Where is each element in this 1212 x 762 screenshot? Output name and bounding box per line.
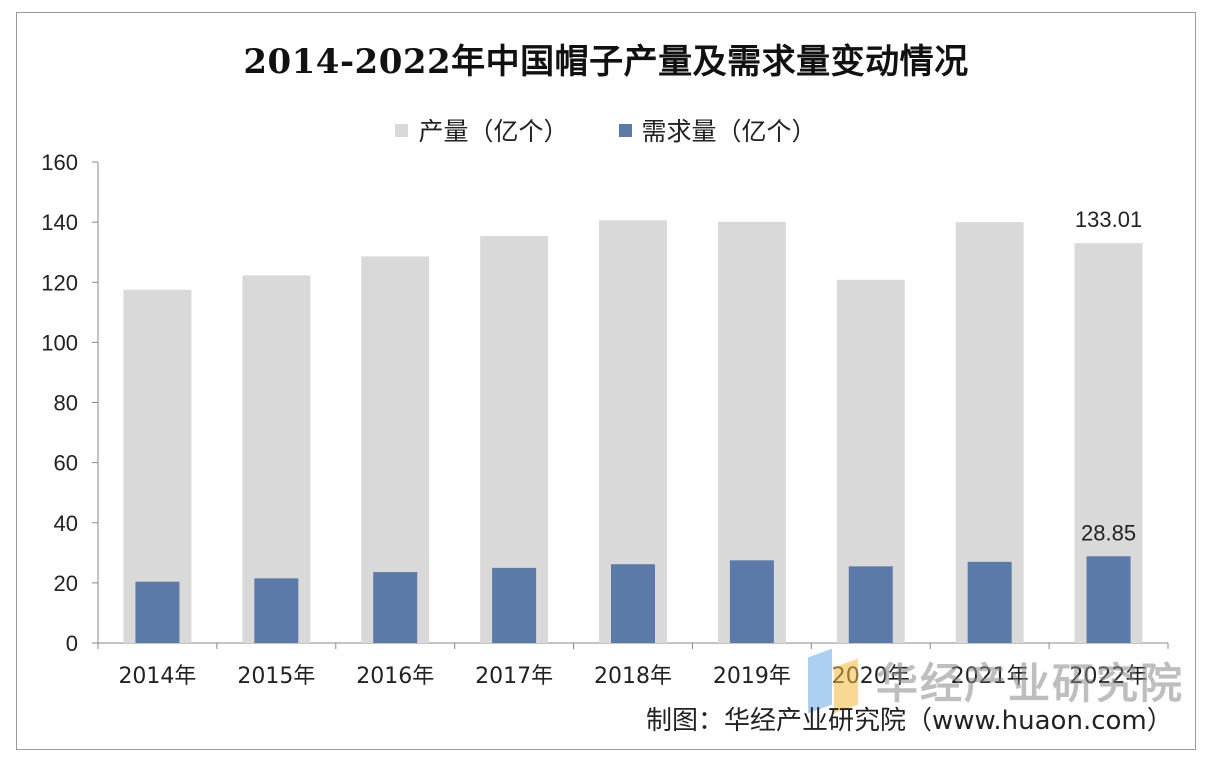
- x-tick-label: 2016年: [356, 664, 434, 689]
- data-label: 133.01: [1075, 207, 1142, 232]
- y-tick-label: 100: [41, 330, 78, 355]
- bar-demand: [967, 561, 1012, 643]
- x-tick-label: 2018年: [594, 664, 672, 689]
- y-tick-label: 80: [54, 391, 78, 416]
- bar-demand: [611, 564, 655, 643]
- bar-demand: [1086, 556, 1131, 643]
- chart-legend: 产量（亿个） 需求量（亿个）: [0, 112, 1212, 148]
- y-tick-label: 40: [54, 511, 78, 536]
- x-tick-label: 2017年: [475, 664, 553, 689]
- bar-demand: [373, 572, 418, 643]
- legend-label-production: 产量（亿个）: [418, 117, 569, 146]
- legend-swatch-production: [395, 123, 409, 137]
- data-label: 28.85: [1081, 520, 1136, 545]
- y-tick-label: 160: [41, 150, 78, 175]
- x-tick-label: 2019年: [713, 664, 791, 689]
- bar-demand: [729, 560, 774, 643]
- x-tick-label: 2021年: [951, 664, 1029, 689]
- bar-demand: [135, 581, 180, 643]
- y-tick-label: 140: [41, 210, 78, 235]
- y-tick-label: 0: [66, 631, 78, 656]
- watermark: 华经产业研究院: [808, 648, 1185, 713]
- legend-item-demand: 需求量（亿个）: [618, 112, 817, 148]
- y-tick-label: 60: [54, 451, 78, 476]
- x-tick-label: 2015年: [237, 664, 315, 689]
- source-note: 制图：华经产业研究院（www.huaon.com）: [646, 706, 1173, 736]
- x-tick-label: 2014年: [118, 664, 196, 689]
- legend-item-production: 产量（亿个）: [395, 112, 569, 148]
- legend-label-demand: 需求量（亿个）: [641, 117, 817, 146]
- x-tick-label: 2022年: [1070, 664, 1148, 689]
- y-tick-label: 20: [54, 571, 78, 596]
- bar-demand: [254, 578, 299, 643]
- bar-demand: [848, 566, 893, 643]
- bar-demand: [492, 567, 537, 643]
- watermark-text: 华经产业研究院: [876, 659, 1185, 708]
- y-tick-label: 120: [41, 270, 78, 295]
- chart-title: 2014-2022年中国帽子产量及需求量变动情况: [243, 42, 969, 82]
- legend-swatch-demand: [618, 123, 632, 137]
